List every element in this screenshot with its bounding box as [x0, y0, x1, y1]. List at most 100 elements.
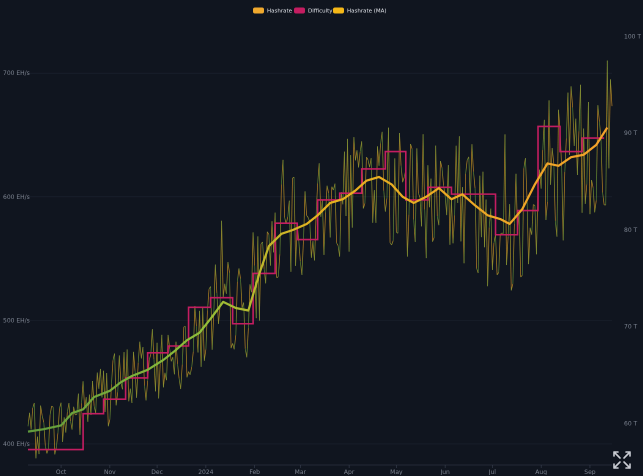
hashrate-raw-segment	[66, 412, 68, 432]
hashrate-raw-segment	[448, 165, 450, 245]
legend[interactable]: Hashrate Difficulty Hashrate (MA)	[253, 8, 387, 15]
hashrate-raw-segment	[598, 105, 600, 121]
hashrate-raw-segment	[590, 180, 592, 214]
hashrate-raw-segment	[470, 144, 472, 200]
hashrate-raw-segment	[603, 193, 605, 205]
hashrate-raw-segment	[453, 215, 455, 243]
hashrate-raw-segment	[496, 235, 498, 275]
hashrate-raw-segment	[119, 355, 121, 381]
hashrate-raw-segment	[593, 188, 595, 213]
hashrate-raw-segment	[196, 326, 198, 352]
hashrate-raw-segment	[291, 178, 293, 272]
hashrate-raw-segment	[554, 163, 556, 221]
hashrate-raw-segment	[97, 373, 99, 389]
legend-swatch-hashrate	[253, 8, 264, 14]
hashrate-raw-segment	[253, 232, 255, 265]
hashrate-raw-segment	[426, 165, 428, 258]
hashrate-raw-segment	[576, 119, 578, 175]
hashrate-raw-segment	[111, 360, 113, 384]
hashrate-raw-segment	[294, 177, 296, 266]
hashrate-raw-segment	[481, 172, 483, 237]
hashrate-raw-segment	[289, 201, 291, 272]
hashrate-raw-segment	[442, 168, 444, 186]
hashrate-raw-segment	[149, 354, 151, 360]
hashrate-raw-segment	[335, 184, 337, 243]
y-left-tick-label: 700 EH/s	[3, 70, 30, 77]
hashrate-raw-segment	[455, 146, 457, 216]
hashrate-raw-segment	[491, 209, 493, 270]
legend-swatch-difficulty	[294, 8, 305, 14]
hashrate-raw-segment	[181, 365, 183, 389]
hashrate-raw-segment	[118, 355, 120, 392]
hashrate-raw-segment	[388, 128, 390, 243]
y-left-tick-label: 500 EH/s	[3, 317, 30, 324]
hashrate-raw-segment	[483, 172, 485, 248]
hashrate-raw-segment	[160, 335, 162, 364]
legend-swatch-hashrate-ma	[333, 8, 344, 14]
hashrate-raw-segment	[565, 138, 567, 171]
hashrate-raw-segment	[58, 408, 60, 433]
hashrate-raw-segment	[122, 352, 124, 389]
hashrate-raw-segment	[609, 79, 611, 168]
x-tick-label: 2024	[198, 469, 213, 475]
hashrate-raw-segment	[88, 395, 90, 422]
y-right-tick-label: 90 T	[624, 130, 638, 137]
hashrate-raw-segment	[492, 243, 494, 270]
hashrate-raw-segment	[566, 93, 568, 139]
hashrate-raw-segment	[195, 306, 197, 326]
hashrate-raw-segment	[403, 177, 405, 182]
hashrate-raw-segment	[173, 357, 175, 374]
hashrate-raw-segment	[193, 306, 195, 352]
hashrate-raw-segment	[30, 413, 32, 430]
hashrate-raw-segment	[584, 128, 586, 203]
hashrate-raw-segment	[349, 155, 351, 251]
legend-item-hashrate-ma[interactable]: Hashrate (MA)	[333, 8, 387, 15]
hashrate-raw-segment	[610, 79, 612, 106]
hashrate-raw-segment	[425, 209, 427, 258]
hashrate-raw-segment	[409, 144, 411, 215]
hashrate-raw-segment	[573, 107, 575, 145]
hashrate-raw-segment	[82, 381, 84, 403]
hashrate-raw-segment	[480, 176, 482, 237]
expand-arrows-icon[interactable]	[611, 449, 633, 471]
hashrate-raw-segment	[571, 86, 573, 107]
hashrate-raw-segment	[592, 180, 594, 188]
x-tick-label: Jul	[488, 469, 497, 475]
hashrate-raw-segment	[596, 105, 598, 200]
hashrate-raw-segment	[368, 160, 370, 167]
hashrate-raw-segment	[451, 199, 453, 243]
y-right-tick-label: 60 T	[624, 420, 638, 427]
hashrate-raw-segment	[146, 381, 148, 400]
legend-label-hashrate: Hashrate	[267, 9, 293, 15]
hashrate-raw-segment	[588, 102, 590, 214]
x-tick-label: Aug	[535, 469, 547, 475]
hashrate-raw-segment	[55, 447, 57, 454]
x-tick-label: Oct	[56, 469, 67, 475]
hashrate-raw-segment	[133, 352, 135, 371]
hashrate-raw-segment	[525, 158, 527, 197]
hashrate-raw-segment	[462, 187, 464, 263]
hashrate-raw-segment	[314, 215, 316, 260]
y-left-tick-label: 400 EH/s	[3, 441, 30, 448]
hashrate-raw-segment	[204, 349, 206, 360]
hashrate-raw-segment	[67, 403, 69, 412]
hashrate-raw-segment	[220, 221, 222, 306]
hashrate-raw-segment	[346, 139, 348, 216]
hashrate-raw-segment	[324, 213, 326, 255]
hashrate-raw-segment	[484, 199, 486, 247]
legend-item-difficulty[interactable]: Difficulty	[294, 8, 333, 15]
hashrate-raw-segment	[393, 158, 395, 240]
hashrate-raw-segment	[99, 369, 101, 389]
hashrate-raw-segment	[344, 152, 346, 216]
hashrate-raw-segment	[415, 148, 417, 242]
hashrate-raw-segment	[52, 406, 54, 407]
hashrate-raw-segment	[140, 342, 142, 359]
hashrate-raw-segment	[96, 373, 98, 413]
hashrate-raw-segment	[192, 352, 194, 367]
legend-item-hashrate[interactable]: Hashrate	[253, 8, 293, 15]
hashrate-raw-segment	[450, 199, 452, 244]
hashrate-raw-segment	[585, 184, 587, 204]
hashrate-raw-segment	[507, 237, 509, 265]
